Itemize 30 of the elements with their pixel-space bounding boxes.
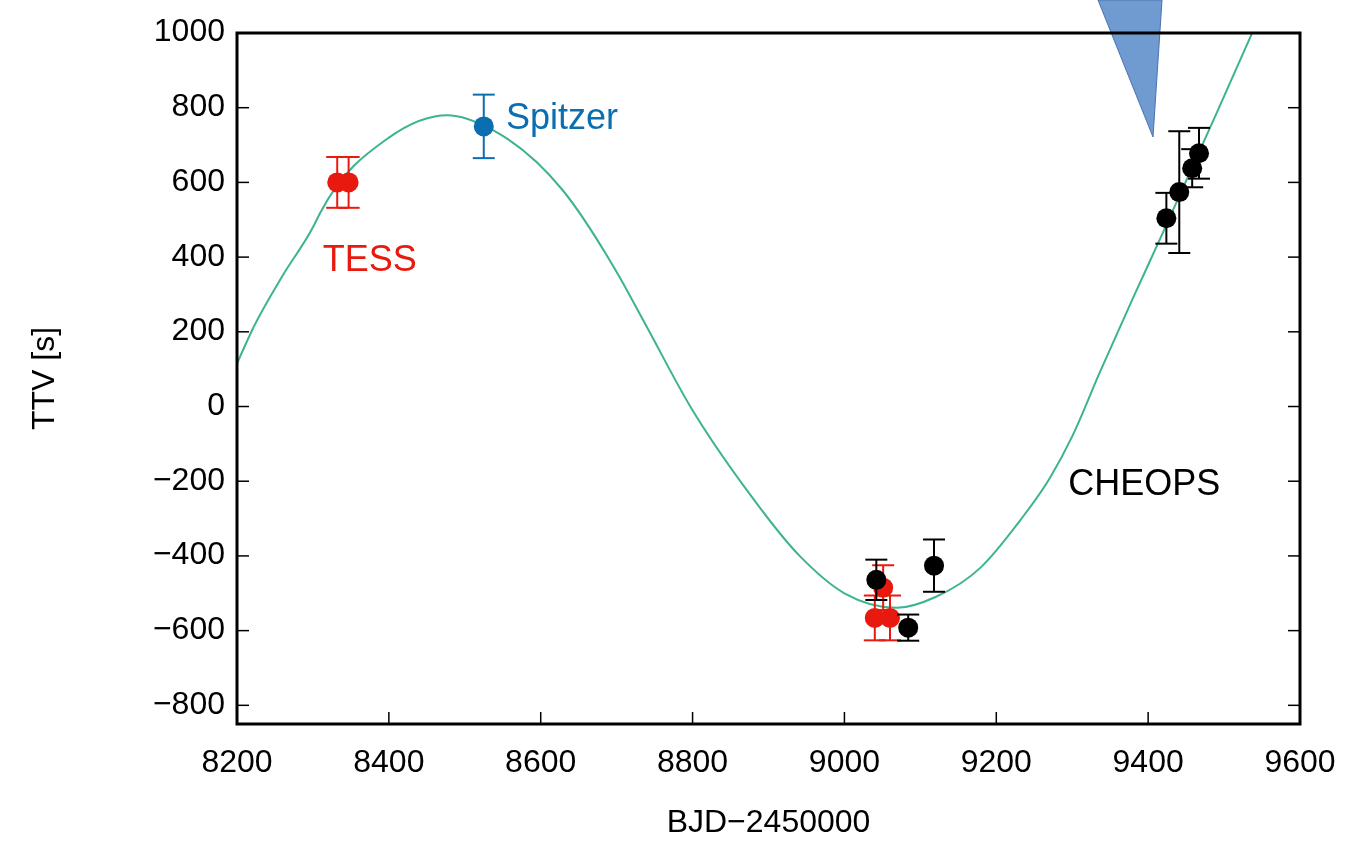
point	[1156, 208, 1177, 229]
x-tick-label: 9600	[1264, 743, 1336, 779]
point	[473, 116, 494, 137]
y-tick-label: 200	[171, 311, 225, 348]
y-tick-label: −400	[152, 535, 225, 572]
y-tick-label: 1000	[153, 12, 225, 49]
y-axis-title: TTV [s]	[25, 326, 62, 431]
y-tick-label: 800	[171, 87, 225, 124]
y-tick-label: −800	[152, 684, 225, 721]
legend-label: CHEOPS	[1068, 462, 1221, 504]
y-tick-label: 600	[171, 161, 225, 198]
point	[866, 569, 887, 590]
y-tick-label: 400	[171, 236, 225, 273]
x-tick-label: 8200	[201, 743, 273, 779]
y-tick-label: −600	[152, 610, 225, 647]
x-tick-label: 9200	[960, 743, 1032, 779]
point	[924, 555, 945, 576]
x-tick-label: 9400	[1112, 743, 1184, 779]
x-tick-label: 8800	[656, 743, 729, 779]
point	[1189, 143, 1210, 164]
point	[1169, 182, 1190, 203]
series-label: Spitzer	[505, 95, 618, 137]
x-tick-label: 8600	[505, 743, 577, 779]
series-label: TESS	[322, 237, 417, 279]
point	[879, 607, 900, 628]
x-tick-label: 9000	[808, 743, 881, 779]
x-axis-title: BJD−2450000	[666, 803, 871, 839]
y-tick-label: −200	[152, 460, 225, 497]
y-tick-label: 0	[207, 385, 225, 422]
x-tick-label: 8400	[353, 743, 425, 779]
